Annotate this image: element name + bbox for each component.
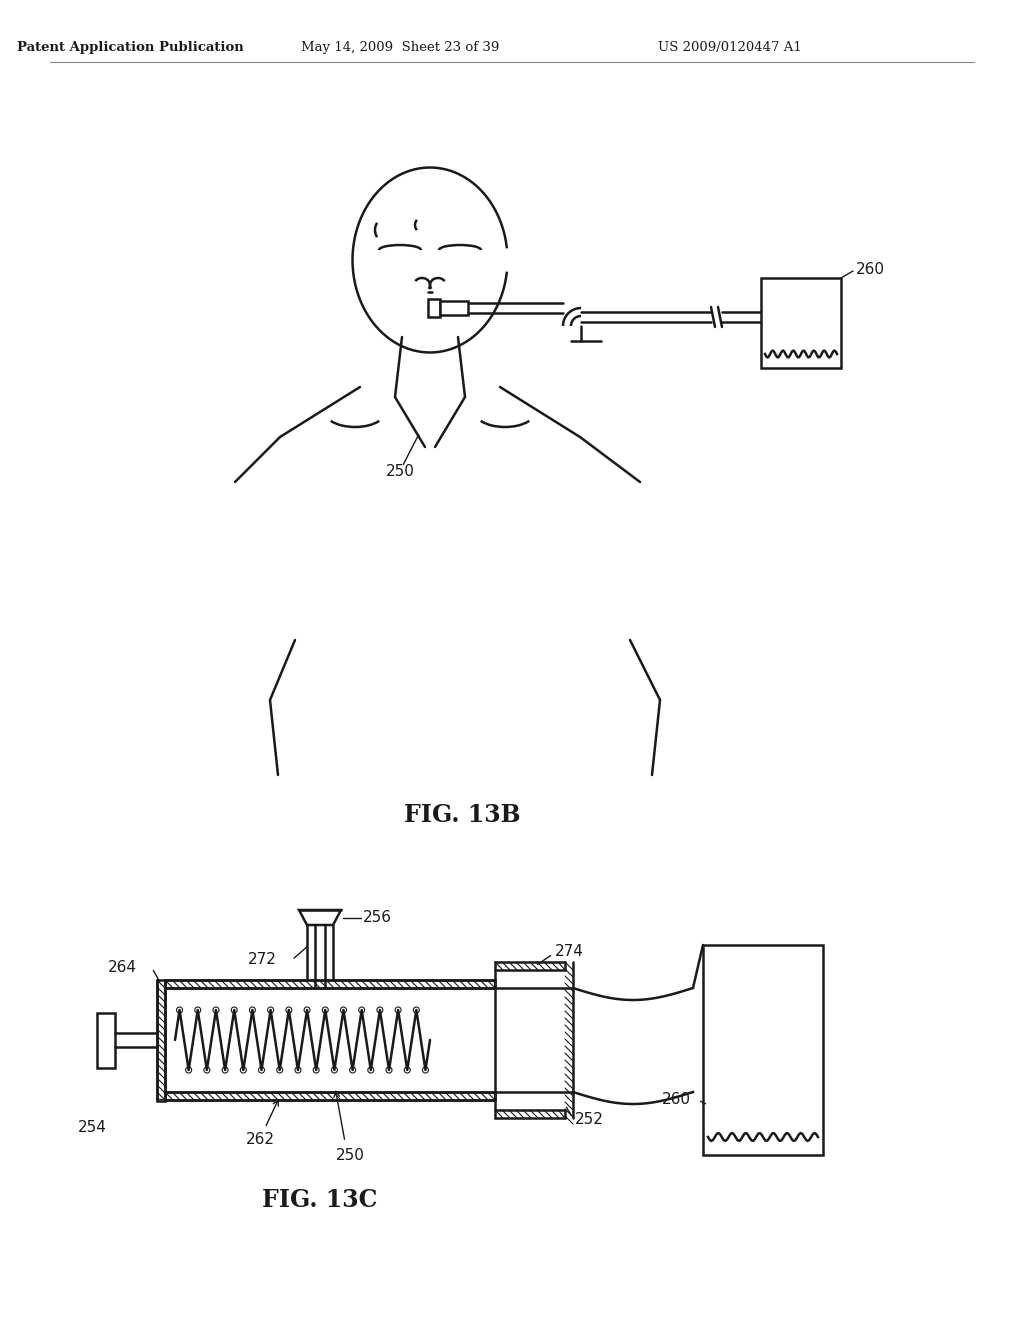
Text: 264: 264 bbox=[108, 961, 137, 975]
Bar bbox=[165, 979, 495, 987]
Text: FIG. 13C: FIG. 13C bbox=[262, 1188, 378, 1212]
Bar bbox=[703, 945, 823, 1155]
Bar bbox=[157, 979, 165, 1101]
Text: US 2009/0120447 A1: US 2009/0120447 A1 bbox=[658, 41, 802, 54]
Text: 250: 250 bbox=[386, 465, 415, 479]
Bar bbox=[761, 279, 841, 368]
Text: 262: 262 bbox=[246, 1133, 274, 1147]
Text: 272: 272 bbox=[248, 953, 278, 968]
Bar bbox=[165, 1092, 495, 1100]
Bar bbox=[428, 300, 440, 317]
Text: 260: 260 bbox=[856, 263, 885, 277]
Text: 260: 260 bbox=[662, 1093, 691, 1107]
Text: 254: 254 bbox=[78, 1121, 106, 1135]
Bar bbox=[440, 301, 468, 315]
Bar bbox=[97, 1012, 115, 1068]
Text: 250: 250 bbox=[336, 1147, 365, 1163]
Text: Patent Application Publication: Patent Application Publication bbox=[16, 41, 244, 54]
Text: 252: 252 bbox=[575, 1113, 604, 1127]
Text: 274: 274 bbox=[555, 945, 584, 960]
Text: May 14, 2009  Sheet 23 of 39: May 14, 2009 Sheet 23 of 39 bbox=[301, 41, 499, 54]
Polygon shape bbox=[299, 909, 341, 925]
Text: 256: 256 bbox=[362, 911, 392, 925]
Text: FIG. 13B: FIG. 13B bbox=[403, 803, 520, 828]
Bar bbox=[165, 979, 495, 987]
Bar bbox=[165, 1092, 495, 1100]
